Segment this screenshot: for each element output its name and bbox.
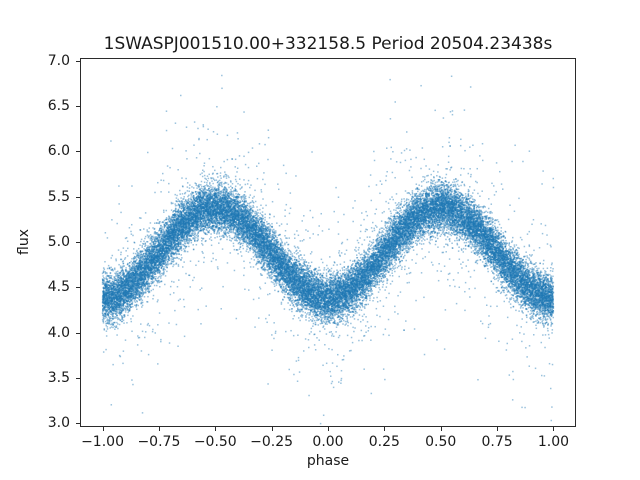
y-tick-label: 3.5: [47, 370, 70, 387]
x-tick-mark: [271, 427, 273, 431]
x-tick-mark: [102, 427, 104, 431]
y-tick-mark: [76, 378, 80, 380]
x-tick-label: 0.50: [425, 434, 457, 450]
x-tick-label: −0.50: [193, 434, 237, 450]
y-tick-mark: [76, 60, 80, 62]
x-tick-mark: [215, 427, 217, 431]
x-tick-mark: [440, 427, 442, 431]
y-tick-label: 3.0: [47, 415, 70, 432]
x-tick-label: 1.00: [537, 434, 570, 450]
y-tick-mark: [76, 423, 80, 425]
x-tick-label: 0.00: [312, 434, 344, 450]
y-tick-mark: [76, 151, 80, 153]
y-tick-label: 7.0: [47, 52, 70, 69]
x-tick-mark: [384, 427, 386, 431]
y-tick-mark: [76, 196, 80, 198]
y-tick-label: 5.0: [47, 234, 70, 251]
x-tick-label: 0.25: [368, 434, 400, 450]
x-tick-mark: [158, 427, 160, 431]
y-tick-label: 4.5: [47, 279, 70, 296]
y-tick-label: 5.5: [47, 188, 70, 205]
x-tick-mark: [553, 427, 555, 431]
chart-title: 1SWASPJ001510.00+332158.5 Period 20504.2…: [103, 34, 553, 54]
x-tick-label: −0.25: [250, 434, 294, 450]
y-tick-label: 6.5: [47, 98, 70, 115]
x-tick-mark: [497, 427, 499, 431]
x-tick-mark: [328, 427, 329, 431]
y-tick-mark: [76, 106, 80, 108]
x-tick-label: 0.75: [481, 434, 513, 450]
y-tick-mark: [76, 332, 80, 334]
x-tick-label: −1.00: [81, 434, 124, 450]
y-tick-label: 4.0: [47, 324, 70, 341]
y-tick-mark: [76, 287, 80, 289]
y-axis-label: flux: [16, 229, 32, 255]
x-axis-label: phase: [306, 453, 350, 469]
y-tick-mark: [76, 242, 80, 244]
scatter-points-canvas: [80, 58, 576, 427]
x-tick-label: −0.75: [137, 434, 181, 450]
y-tick-label: 6.0: [47, 143, 70, 160]
